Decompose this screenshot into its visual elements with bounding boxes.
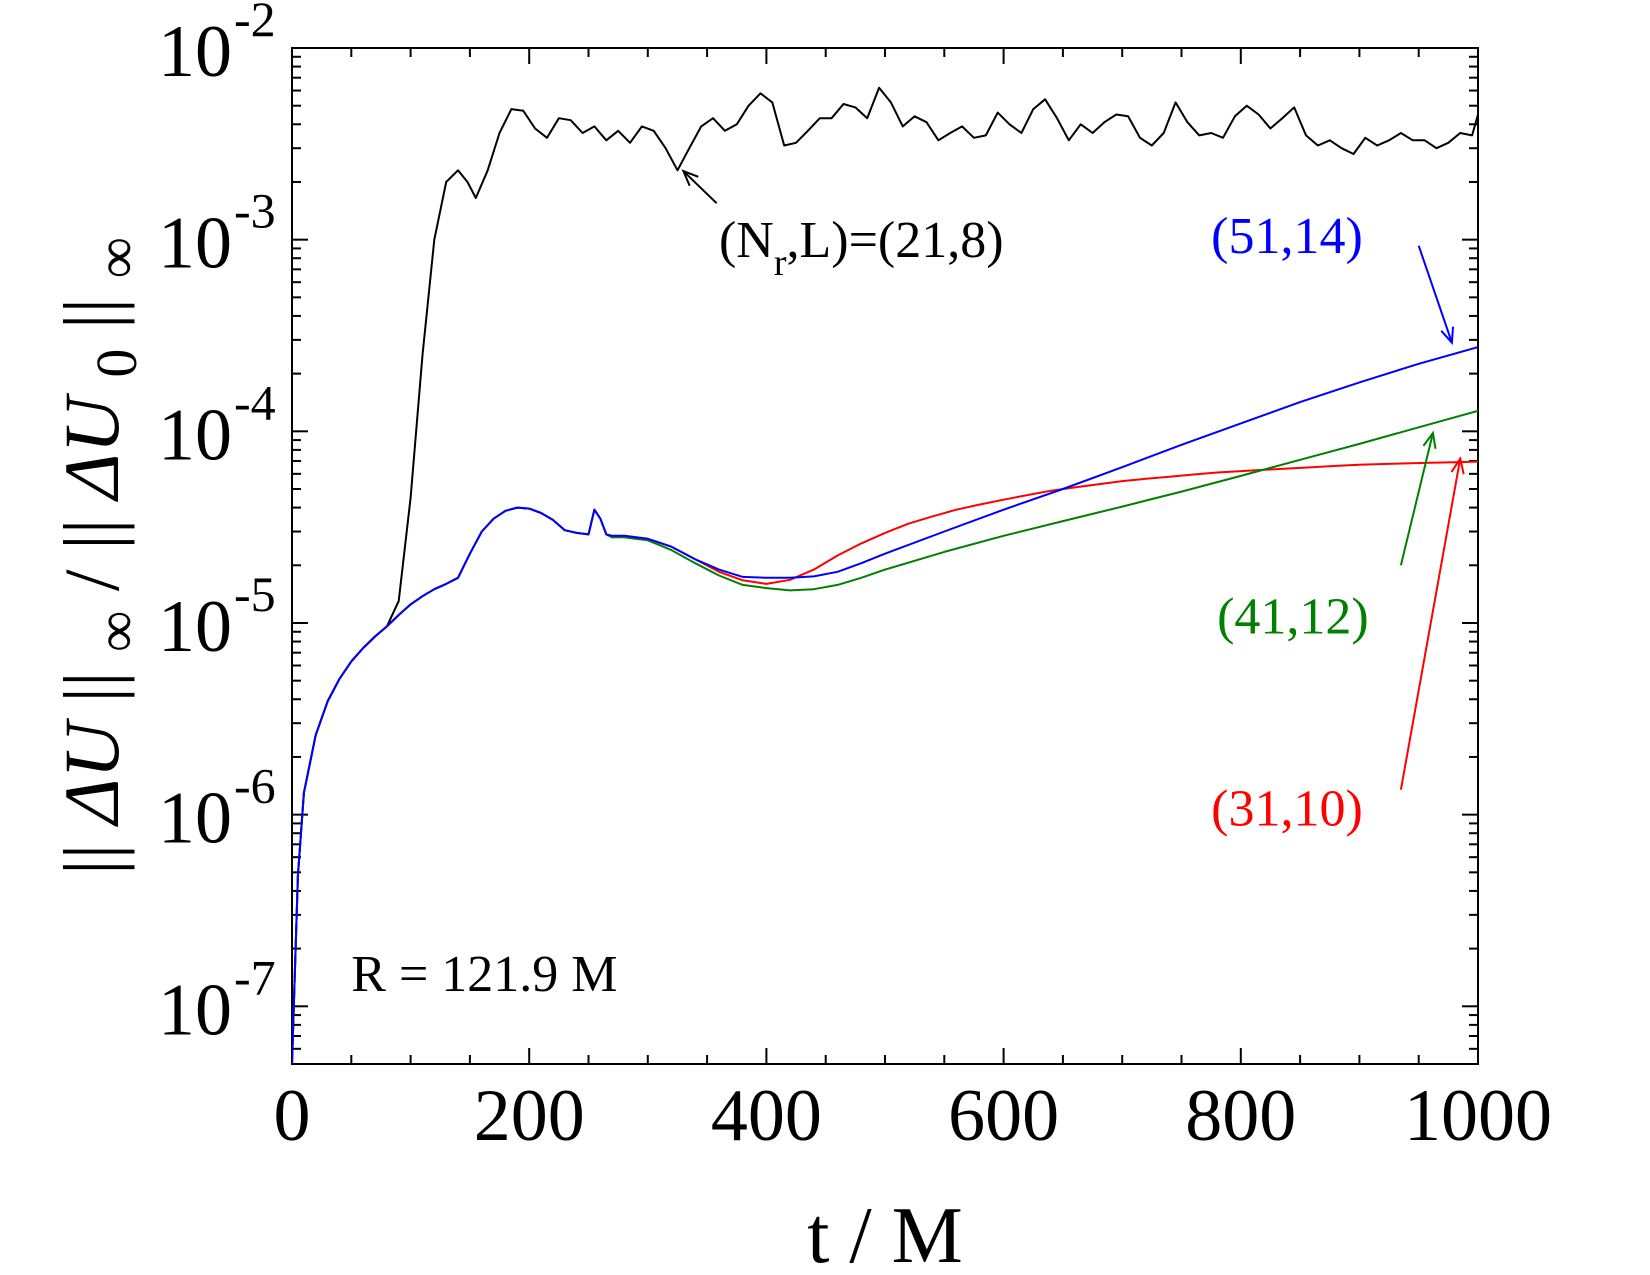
series-line	[292, 346, 1478, 1064]
x-tick-label: 800	[1185, 1075, 1296, 1157]
y-tick-label: 10	[158, 969, 232, 1051]
y-axis-title: || ΔU || ∞ / || ΔU 0 || ∞	[48, 237, 153, 875]
series-annotation-label: (51,14)	[1211, 208, 1363, 265]
y-tick-exponent: -4	[234, 374, 276, 430]
annotation-arrowhead	[681, 169, 699, 187]
y-title-inf: ∞	[84, 237, 149, 278]
y-tick-exponent: -6	[234, 758, 276, 814]
y-tick-exponent: -5	[234, 566, 276, 622]
annotation-arrow	[1399, 458, 1462, 790]
series-group	[292, 86, 1478, 1064]
series-annotation-label: (31,10)	[1211, 780, 1363, 837]
y-tick-label: 10	[158, 586, 232, 668]
y-tick-label: 10	[158, 778, 232, 860]
y-title-delta-u: ΔU	[48, 392, 135, 502]
y-tick-exponent: -7	[234, 949, 276, 1005]
y-tick-label: 10	[158, 394, 232, 476]
x-axis-title: t / M	[807, 1192, 963, 1275]
x-tick-label: 0	[274, 1075, 311, 1157]
y-title-bar: ||	[48, 519, 135, 550]
x-tick-label: 400	[711, 1075, 822, 1157]
annotation-arrow	[682, 170, 718, 204]
annotation-arrowhead	[1440, 326, 1455, 346]
series-line	[292, 86, 1478, 1064]
annotation-arrowhead	[1450, 456, 1465, 475]
y-title-bar: ||	[48, 671, 135, 702]
y-title-bar: ||	[48, 844, 135, 875]
annotation-arrow	[1399, 432, 1434, 566]
y-title-bar: ||	[48, 298, 135, 329]
y-tick-labels: 10-710-610-510-410-310-2	[158, 0, 276, 1051]
series-annotation-label: (Nr,L)=(21,8)	[719, 212, 1004, 284]
annotation-arrow	[1417, 245, 1453, 344]
plot-frame	[291, 47, 1479, 1065]
annotation-arrows	[681, 169, 1465, 790]
annotation-labels: (Nr,L)=(21,8) (51,14) (41,12) (31,10) R = 12…	[351, 208, 1368, 1003]
x-tick-labels: 0 200 400 600 800 1000	[274, 1075, 1553, 1157]
y-title-inf: ∞	[84, 611, 149, 652]
svg-text:|| ΔU || ∞: || ΔU || ∞ / || ΔU 0 || ∞	[48, 237, 153, 875]
annotation-text: R = 121.9 M	[351, 946, 617, 1003]
annotation-arrowhead	[1422, 430, 1437, 449]
y-tick-exponent: -3	[234, 183, 276, 239]
y-tick-label: 10	[158, 203, 232, 285]
y-tick-exponent: -2	[234, 0, 276, 47]
x-tick-label: 1000	[1404, 1075, 1552, 1157]
x-tick-label: 200	[474, 1075, 585, 1157]
y-title-slash: /	[48, 569, 135, 591]
x-tick-label: 600	[948, 1075, 1059, 1157]
y-tick-label: 10	[158, 11, 232, 93]
y-title-sub-zero: 0	[84, 349, 149, 378]
series-annotation-label: (41,12)	[1217, 589, 1369, 646]
y-title-delta-u: ΔU	[48, 718, 135, 828]
axis-ticks	[291, 47, 1479, 1065]
